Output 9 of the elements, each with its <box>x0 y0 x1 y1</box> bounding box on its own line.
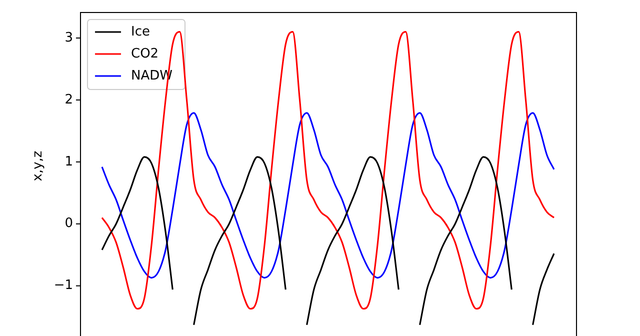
y-tick-label: 3 <box>64 30 73 46</box>
y-tick-label: 1 <box>64 154 73 170</box>
legend-label: Ice <box>131 24 150 40</box>
legend-label: CO2 <box>131 46 159 62</box>
y-tick-label: 2 <box>64 92 73 108</box>
y-tick-label: 0 <box>64 216 73 232</box>
line-series <box>101 112 555 279</box>
y-tick-label: −1 <box>54 278 73 294</box>
y-axis-title: x,y,z <box>30 150 46 182</box>
